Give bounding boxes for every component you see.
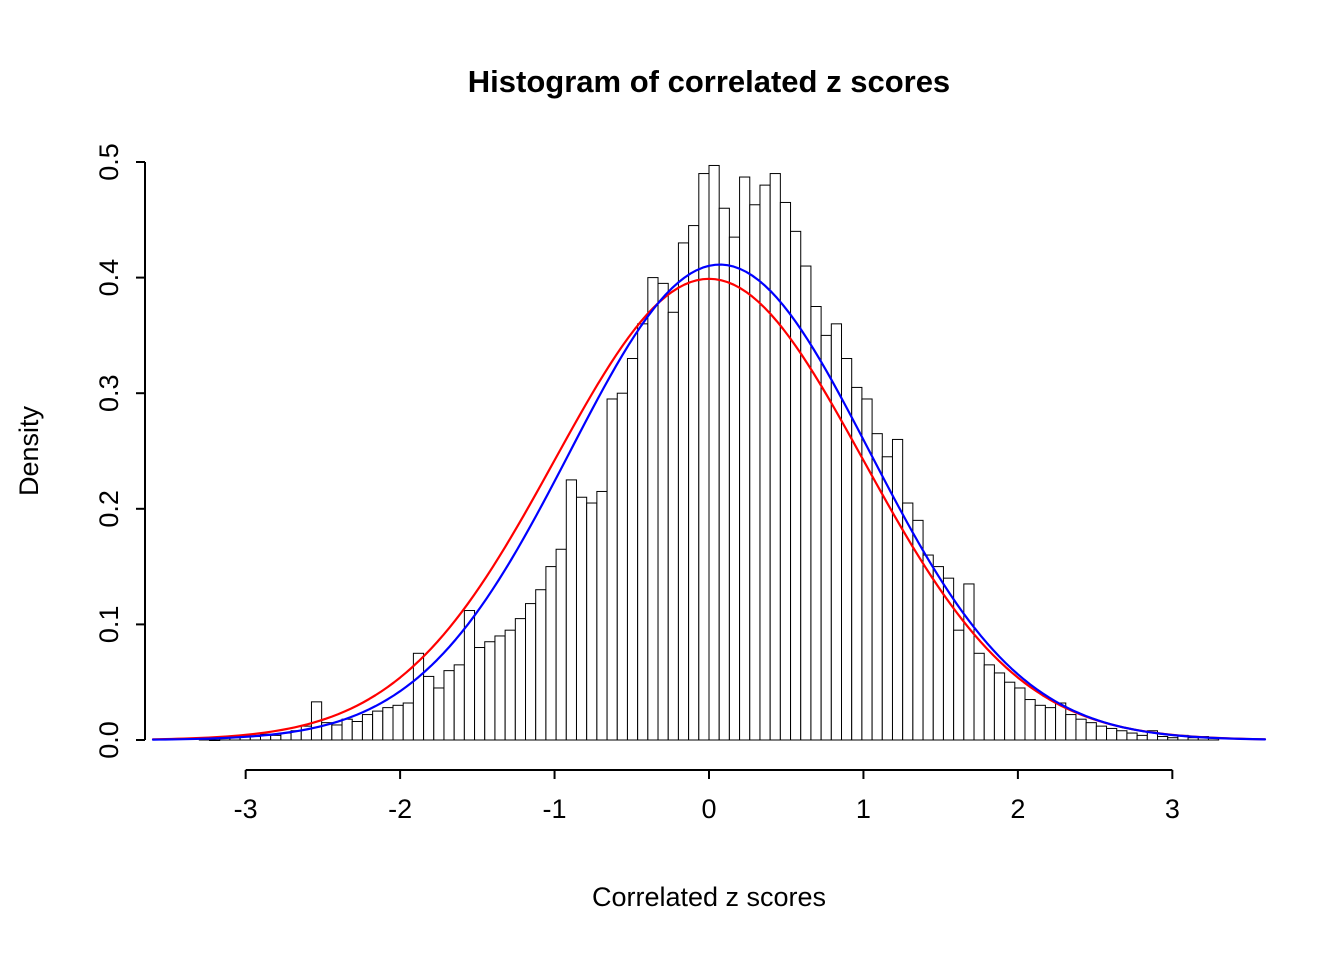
histogram-bar xyxy=(790,230,802,741)
histogram-bar xyxy=(484,641,496,741)
histogram-bar xyxy=(1106,727,1118,741)
histogram-bar xyxy=(453,664,465,741)
density-curves xyxy=(151,263,1267,741)
histogram-bar xyxy=(535,589,547,741)
histogram-bar xyxy=(963,583,975,741)
histogram-bar xyxy=(1034,704,1046,741)
histogram-bar xyxy=(474,647,486,741)
histogram-bar xyxy=(749,204,761,741)
histogram-bar xyxy=(1044,707,1057,741)
histogram-bar xyxy=(718,207,730,741)
histogram-bar xyxy=(1075,718,1087,741)
x-tick-label: 3 xyxy=(1165,794,1180,824)
histogram-bar xyxy=(759,184,771,741)
y-tick-label: 0.3 xyxy=(94,374,124,412)
histogram-bar xyxy=(504,629,516,741)
histogram-bar xyxy=(555,548,567,741)
histogram-bar xyxy=(1126,732,1138,741)
x-tick-label: -3 xyxy=(234,794,258,824)
x-tick-label: 0 xyxy=(701,794,716,824)
histogram-bar xyxy=(1085,722,1097,741)
histogram-bar xyxy=(626,358,639,741)
histogram-bar xyxy=(616,392,628,741)
histogram-bar xyxy=(677,242,690,741)
histogram-bar xyxy=(1146,730,1159,741)
histogram-bar xyxy=(953,629,965,741)
y-tick-label: 0.5 xyxy=(94,143,124,181)
histogram-bars xyxy=(198,164,1220,741)
y-tick-label: 0.0 xyxy=(94,721,124,759)
histogram-bar xyxy=(1095,725,1108,741)
histogram-bar xyxy=(1055,702,1067,741)
sample-density-curve xyxy=(151,263,1267,741)
histogram-bar xyxy=(637,323,649,741)
histogram-bar xyxy=(861,398,873,741)
histogram-bar xyxy=(331,724,343,741)
histogram-bar xyxy=(983,664,995,741)
x-tick-label: -1 xyxy=(543,794,567,824)
histogram-bar xyxy=(545,566,557,741)
histogram-bar xyxy=(1157,736,1169,741)
histogram-bar xyxy=(973,652,985,741)
chart-title: Histogram of correlated z scores xyxy=(468,64,950,99)
x-axis: -3 -2 -1 0 1 2 3 xyxy=(234,769,1180,824)
histogram-bar xyxy=(667,311,679,741)
histogram-bar xyxy=(525,603,537,741)
histogram-bar xyxy=(433,687,445,741)
histogram-bar xyxy=(698,173,710,741)
histogram-bar xyxy=(606,398,618,741)
histogram-bar xyxy=(1014,687,1026,741)
y-tick-label: 0.1 xyxy=(94,606,124,644)
histogram-bar xyxy=(1116,730,1128,741)
y-tick-label: 0.4 xyxy=(94,259,124,297)
histogram-bar xyxy=(881,456,893,741)
histogram-bar xyxy=(209,739,221,741)
histogram-bar xyxy=(830,323,843,741)
histogram-bar xyxy=(443,670,455,741)
x-tick-label: 1 xyxy=(856,794,871,824)
histogram-bar xyxy=(351,721,363,741)
histogram-bar xyxy=(575,496,588,741)
histogram-bar xyxy=(1024,699,1036,741)
histogram-bar xyxy=(769,173,781,741)
histogram-bar xyxy=(341,718,353,741)
histogram-bar xyxy=(423,675,435,741)
histogram-bar xyxy=(657,282,669,741)
histogram-bar xyxy=(565,479,577,741)
histogram-bar xyxy=(372,710,384,741)
x-tick-label: 2 xyxy=(1010,794,1025,824)
histogram-bar xyxy=(779,201,792,741)
histogram-bar xyxy=(891,438,904,741)
histogram-bar xyxy=(1167,737,1179,741)
y-tick-label: 0.2 xyxy=(94,490,124,528)
y-axis-label: Density xyxy=(14,405,44,496)
histogram-bar xyxy=(514,618,527,741)
histogram-bar xyxy=(586,502,598,741)
histogram-bar xyxy=(270,734,282,741)
y-axis: 0.0 0.1 0.2 0.3 0.4 0.5 xyxy=(94,143,146,759)
x-tick-label: -2 xyxy=(388,794,412,824)
histogram-bar xyxy=(688,225,700,741)
histogram-bar xyxy=(463,610,476,741)
histogram-bar xyxy=(728,236,741,741)
histogram-bar xyxy=(1065,714,1077,741)
histogram-bar xyxy=(922,554,934,741)
histogram-bar xyxy=(392,704,404,741)
histogram-bar xyxy=(596,490,608,741)
histogram-bar xyxy=(708,164,720,741)
histogram-bar xyxy=(647,277,659,741)
histogram-bar xyxy=(382,707,394,741)
histogram-bar xyxy=(993,672,1006,741)
histogram-bar xyxy=(412,652,425,741)
histogram-bar xyxy=(1004,681,1016,741)
x-axis-label: Correlated z scores xyxy=(592,882,826,912)
histogram-bar xyxy=(739,176,751,741)
histogram-bar xyxy=(361,714,374,741)
histogram-bar xyxy=(402,702,414,741)
histogram-bar xyxy=(494,635,506,741)
histogram-bar xyxy=(1136,734,1148,741)
